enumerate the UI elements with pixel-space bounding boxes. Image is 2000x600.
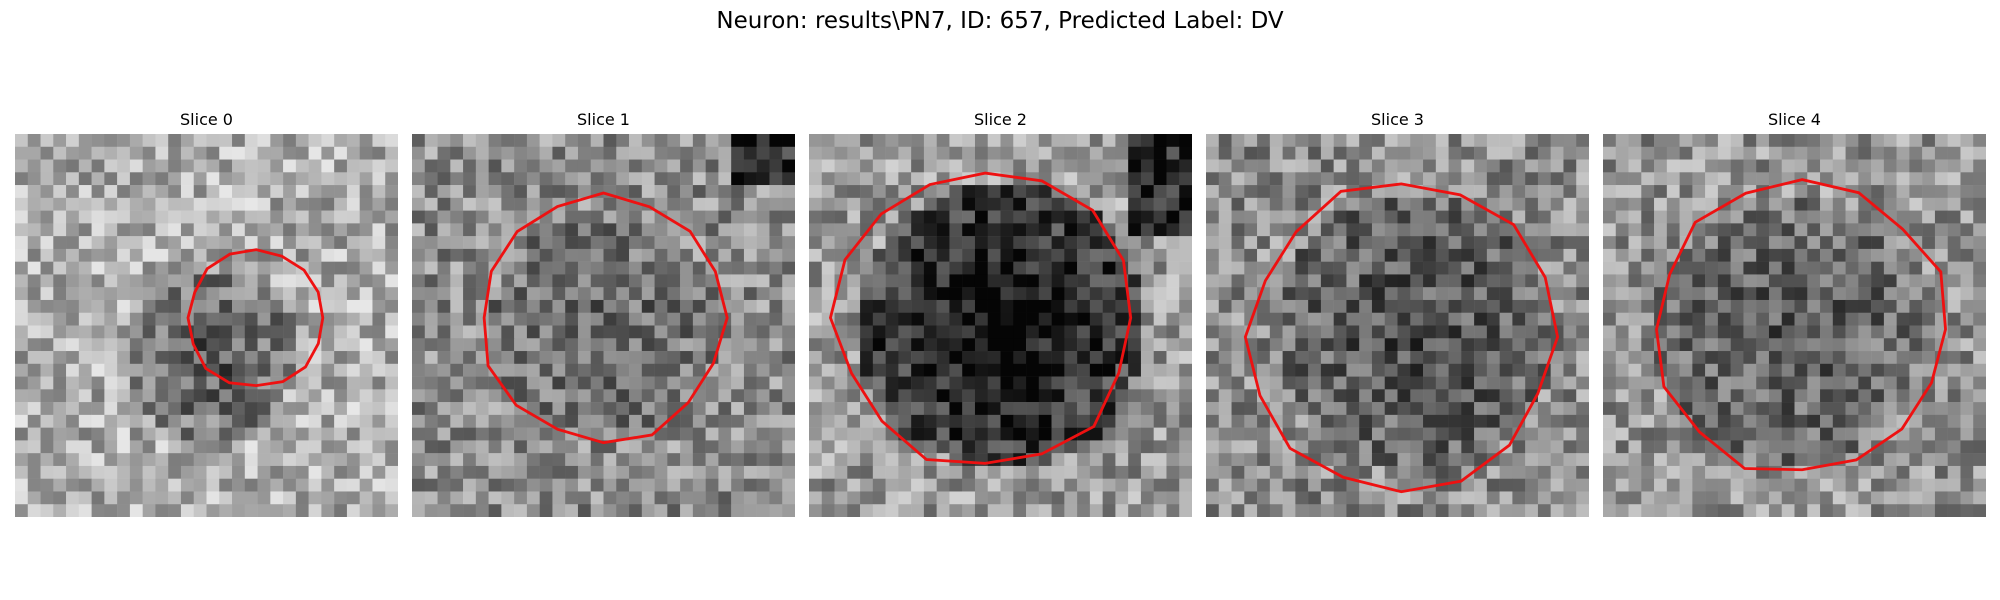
pixel-grid bbox=[809, 134, 1192, 517]
segmentation-contour bbox=[482, 191, 729, 445]
slice-panel-0: Slice 0 bbox=[15, 110, 398, 517]
segmentation-contour bbox=[828, 171, 1133, 465]
figure-title: Neuron: results\PN7, ID: 657, Predicted … bbox=[716, 8, 1284, 34]
slice-title: Slice 4 bbox=[1768, 110, 1821, 129]
pixel-grid bbox=[412, 134, 795, 517]
pixel-grid bbox=[1603, 134, 1986, 517]
slice-title: Slice 3 bbox=[1371, 110, 1424, 129]
slice-title: Slice 1 bbox=[577, 110, 630, 129]
slice-image-2 bbox=[809, 134, 1192, 517]
segmentation-contour bbox=[1243, 182, 1560, 494]
slice-title: Slice 2 bbox=[974, 110, 1027, 129]
slice-image-4 bbox=[1603, 134, 1986, 517]
slice-panel-2: Slice 2 bbox=[809, 110, 1192, 517]
segmentation-contour bbox=[1655, 178, 1947, 472]
slice-title: Slice 0 bbox=[180, 110, 233, 129]
slice-panel-4: Slice 4 bbox=[1603, 110, 1986, 517]
slice-panel-1: Slice 1 bbox=[412, 110, 795, 517]
slice-panel-3: Slice 3 bbox=[1206, 110, 1589, 517]
slice-image-1 bbox=[412, 134, 795, 517]
pixel-grid bbox=[15, 134, 398, 517]
segmentation-contour bbox=[186, 248, 325, 388]
pixel-grid bbox=[1206, 134, 1589, 517]
slice-image-3 bbox=[1206, 134, 1589, 517]
slice-image-0 bbox=[15, 134, 398, 517]
